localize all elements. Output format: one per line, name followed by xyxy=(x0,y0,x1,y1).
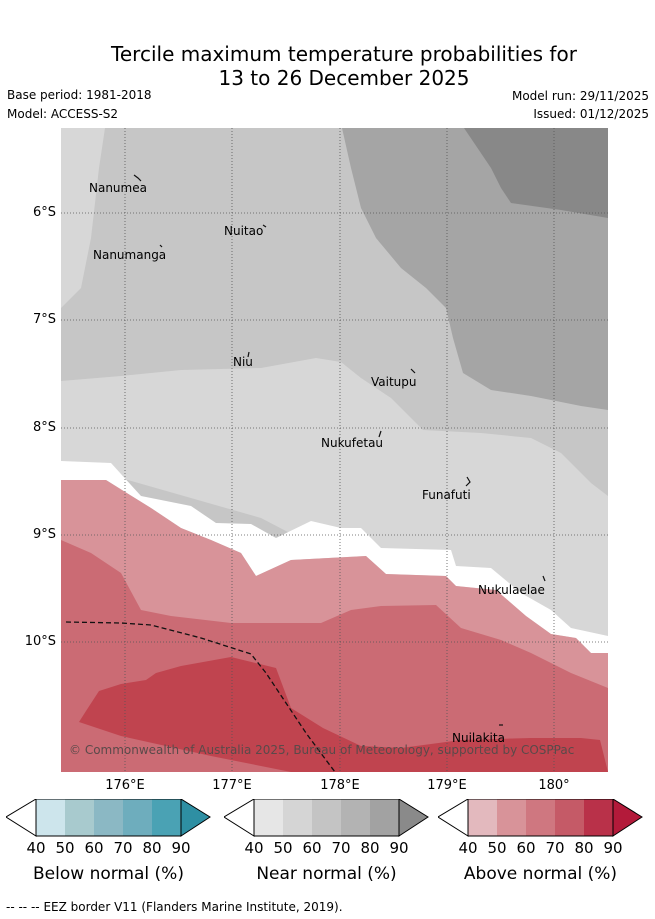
swatch-above-80 xyxy=(584,799,613,836)
island-label-vaitupu: Vaitupu xyxy=(371,375,417,389)
island-shape-nuitao xyxy=(262,224,267,228)
below-tick-80: 80 xyxy=(142,839,162,857)
colorbar-caption-near: Near normal (%) xyxy=(256,864,397,884)
below-tick-70: 70 xyxy=(113,839,133,857)
lat-label-6s: 6°S xyxy=(32,205,56,220)
swatch-near-40 xyxy=(254,799,283,836)
eez-border xyxy=(65,621,336,772)
swatch-near-50 xyxy=(283,799,312,836)
colorbar-below-normal xyxy=(6,799,211,837)
near-tick-90: 90 xyxy=(389,839,409,857)
below-tick-40: 40 xyxy=(26,839,46,857)
above-tick-50: 50 xyxy=(487,839,507,857)
swatch-above-40 xyxy=(468,799,497,836)
swatch-near-70 xyxy=(341,799,370,836)
colorbar-near-high-arrow xyxy=(398,799,429,837)
below-tick-50: 50 xyxy=(55,839,75,857)
island-label-niu: Niu xyxy=(233,355,253,369)
swatch-above-50 xyxy=(497,799,526,836)
lat-label-7s: 7°S xyxy=(32,312,56,327)
swatch-above-70 xyxy=(555,799,584,836)
lat-label-10s: 10°S xyxy=(24,634,56,649)
lon-label-178e: 178°E xyxy=(320,778,360,793)
colorbar-above-normal xyxy=(438,799,643,837)
model-name: Model: ACCESS-S2 xyxy=(7,107,119,121)
swatch-above-60 xyxy=(526,799,555,836)
map-title-line2: 13 to 26 December 2025 xyxy=(218,66,470,90)
colorbar-below-frame xyxy=(35,799,182,837)
swatch-below-40 xyxy=(36,799,65,836)
island-shape-nanumanga xyxy=(159,244,163,248)
above-tick-40: 40 xyxy=(458,839,478,857)
island-shape-nanumea xyxy=(133,174,142,182)
near-tick-60: 60 xyxy=(302,839,322,857)
colorbar-caption-below: Below normal (%) xyxy=(33,864,184,884)
above-tick-60: 60 xyxy=(516,839,536,857)
islands xyxy=(133,174,546,726)
colorbar-near-swatches xyxy=(254,799,399,836)
colorbar-below-swatches xyxy=(36,799,181,836)
eez-legend-symbol: -- -- -- xyxy=(6,900,40,914)
no-dominant-category-band xyxy=(61,461,608,653)
colorbar-above-frame xyxy=(467,799,614,837)
swatch-below-70 xyxy=(123,799,152,836)
swatch-below-50 xyxy=(65,799,94,836)
island-shape-vaitupu xyxy=(410,368,416,374)
near-tick-80: 80 xyxy=(360,839,380,857)
issued-date: Issued: 01/12/2025 xyxy=(533,107,649,121)
probability-map: Nanumea Nuitao Nanumanga Niu Vaitupu Nuk… xyxy=(61,128,608,772)
colorbar-caption-above: Above normal (%) xyxy=(463,864,618,884)
colorbar-below-high-arrow xyxy=(180,799,211,837)
above-normal-80-zone xyxy=(79,657,608,772)
near-tick-50: 50 xyxy=(273,839,293,857)
near-normal-80-zone xyxy=(464,128,608,218)
swatch-below-80 xyxy=(152,799,181,836)
eez-legend: -- -- -- EEZ border V11 (Flanders Marine… xyxy=(6,900,343,914)
copyright-notice: © Commonwealth of Australia 2025, Bureau… xyxy=(69,743,574,757)
island-shape-niu xyxy=(247,351,250,358)
island-label-funafuti: Funafuti xyxy=(422,488,471,502)
colorbar-above-high-arrow xyxy=(612,799,643,837)
colorbar-near-low-arrow xyxy=(224,799,255,837)
colorbar-above-low-arrow xyxy=(438,799,469,837)
graticule xyxy=(61,128,608,772)
model-run: Model run: 29/11/2025 xyxy=(511,89,649,103)
island-shape-funafuti xyxy=(465,476,471,487)
colorbar-above-swatches xyxy=(468,799,613,836)
island-label-nuitao: Nuitao xyxy=(224,224,263,238)
lon-label-177e: 177°E xyxy=(212,778,252,793)
eez-legend-text: EEZ border V11 (Flanders Marine Institut… xyxy=(43,900,343,914)
lon-label-179e: 179°E xyxy=(427,778,467,793)
swatch-near-80 xyxy=(370,799,399,836)
below-tick-60: 60 xyxy=(84,839,104,857)
below-tick-90: 90 xyxy=(171,839,191,857)
swatch-near-60 xyxy=(312,799,341,836)
island-label-nukufetau: Nukufetau xyxy=(321,436,383,450)
above-tick-90: 90 xyxy=(603,839,623,857)
near-tick-70: 70 xyxy=(331,839,351,857)
map-title-line1: Tercile maximum temperature probabilitie… xyxy=(111,42,577,66)
colorbar-near-frame xyxy=(253,799,400,837)
swatch-below-60 xyxy=(94,799,123,836)
island-label-nanumanga: Nanumanga xyxy=(93,248,166,262)
island-shape-nukufetau xyxy=(378,430,382,438)
colorbar-near-normal xyxy=(224,799,429,837)
lat-label-8s: 8°S xyxy=(32,420,56,435)
above-tick-70: 70 xyxy=(545,839,565,857)
island-label-nanumea: Nanumea xyxy=(89,181,147,195)
above-tick-80: 80 xyxy=(574,839,594,857)
lon-label-176e: 176°E xyxy=(105,778,145,793)
island-label-nuilakita: Nuilakita xyxy=(452,731,505,745)
colorbar-below-low-arrow xyxy=(6,799,37,837)
near-normal-40-zone-west xyxy=(61,128,105,308)
lat-label-9s: 9°S xyxy=(32,527,56,542)
near-tick-40: 40 xyxy=(244,839,264,857)
lon-label-180: 180° xyxy=(538,778,570,793)
island-label-nukulaelae: Nukulaelae xyxy=(478,583,545,597)
island-shape-nukulaelae xyxy=(542,575,546,582)
base-period: Base period: 1981-2018 xyxy=(7,88,152,102)
